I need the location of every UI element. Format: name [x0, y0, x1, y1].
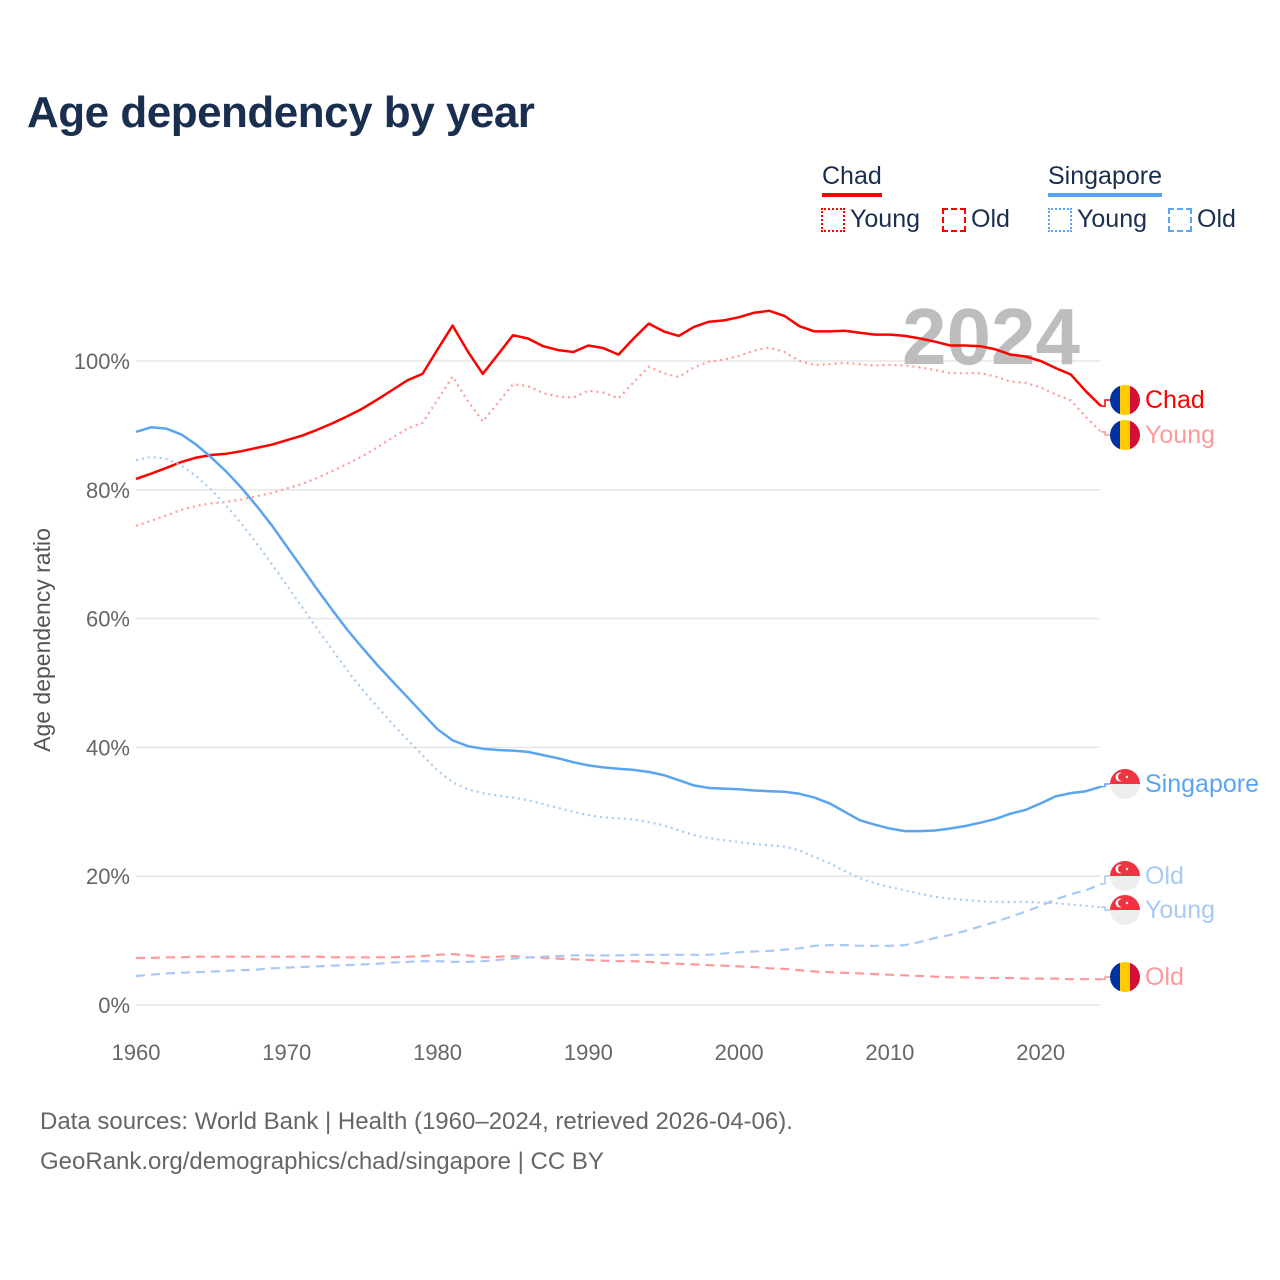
crescent-cut — [1118, 899, 1126, 907]
dashed-swatch-icon — [1168, 207, 1192, 232]
flag-stripe — [1110, 876, 1140, 891]
legend-label: Young — [850, 205, 920, 233]
label-connector — [1101, 906, 1111, 911]
end-label: Old — [1145, 963, 1184, 991]
chad-flag-icon — [1110, 385, 1140, 415]
label-connector — [1101, 783, 1111, 788]
flag-body — [1110, 861, 1140, 891]
dashed-swatch-icon — [942, 207, 966, 232]
label-connector — [1101, 431, 1111, 436]
star — [1125, 901, 1129, 905]
x-tick-label: 2000 — [715, 1040, 764, 1065]
flag-stripe — [1130, 385, 1140, 415]
legend-item-singapore-young[interactable]: Young — [1048, 205, 1147, 234]
singapore-flag-icon — [1110, 769, 1140, 799]
y-tick-label: 20% — [86, 864, 130, 889]
flag-body — [1110, 769, 1140, 799]
legend-group-chad[interactable]: Chad — [822, 162, 882, 197]
legend-item-singapore-old[interactable]: Old — [1168, 205, 1236, 234]
chad-flag-icon — [1110, 962, 1140, 992]
flag-stripe — [1110, 910, 1140, 925]
y-tick-label: 0% — [98, 993, 130, 1018]
flag-stripe — [1120, 962, 1130, 992]
x-tick-label: 1970 — [262, 1040, 311, 1065]
series-line-singapore-old — [135, 882, 1102, 978]
series-line-chad — [135, 309, 1102, 481]
label-connector — [1101, 875, 1111, 885]
crescent-cut — [1118, 773, 1126, 781]
flag-body — [1110, 895, 1140, 925]
x-tick-label: 2020 — [1016, 1040, 1065, 1065]
y-tick-label: 80% — [86, 478, 130, 503]
series-line-singapore — [135, 426, 1102, 833]
end-label: Young — [1145, 421, 1215, 449]
end-label: Singapore — [1145, 770, 1259, 798]
legend-item-chad-young[interactable]: Young — [821, 205, 920, 234]
chad-flag-icon — [1110, 420, 1140, 450]
legend-group-singapore[interactable]: Singapore — [1048, 162, 1162, 197]
star — [1125, 775, 1129, 779]
end-label: Chad — [1145, 386, 1205, 414]
series-line-chad-old — [136, 952, 1101, 981]
label-connector — [1101, 399, 1111, 407]
end-label: Old — [1145, 862, 1184, 890]
dotted-swatch-icon — [1048, 207, 1072, 232]
legend-label: Young — [1077, 205, 1147, 233]
flag-stripe — [1110, 784, 1140, 799]
x-tick-label: 2010 — [865, 1040, 914, 1065]
flag-body — [1110, 420, 1140, 450]
legend-label: Old — [971, 205, 1010, 233]
x-tick-label: 1960 — [112, 1040, 161, 1065]
flag-stripe — [1130, 962, 1140, 992]
x-tick-label: 1980 — [413, 1040, 462, 1065]
y-axis-label: Age dependency ratio — [29, 528, 55, 752]
flag-stripe — [1110, 420, 1120, 450]
singapore-flag-icon — [1110, 861, 1140, 891]
flag-stripe — [1120, 385, 1130, 415]
flag-body — [1110, 385, 1140, 415]
flag-stripe — [1130, 420, 1140, 450]
footer-link[interactable]: GeoRank.org/demographics/chad/singapore … — [40, 1148, 604, 1175]
y-tick-label: 100% — [74, 349, 130, 374]
crescent-cut — [1118, 865, 1126, 873]
end-label: Young — [1145, 896, 1215, 924]
legend-label: Old — [1197, 205, 1236, 233]
y-tick-label: 60% — [86, 607, 130, 632]
legend-item-chad-old[interactable]: Old — [942, 205, 1010, 234]
label-connector — [1101, 976, 1111, 980]
series-line-singapore-young — [135, 455, 1102, 909]
star — [1125, 867, 1129, 871]
flag-body — [1110, 962, 1140, 992]
dotted-swatch-icon — [821, 207, 845, 232]
flag-stripe — [1110, 962, 1120, 992]
singapore-flag-icon — [1110, 895, 1140, 925]
x-tick-label: 1990 — [564, 1040, 613, 1065]
flag-stripe — [1110, 385, 1120, 415]
y-tick-label: 40% — [86, 735, 130, 760]
footer-sources: Data sources: World Bank | Health (1960–… — [40, 1108, 793, 1135]
chart-title: Age dependency by year — [27, 88, 535, 137]
flag-stripe — [1120, 420, 1130, 450]
